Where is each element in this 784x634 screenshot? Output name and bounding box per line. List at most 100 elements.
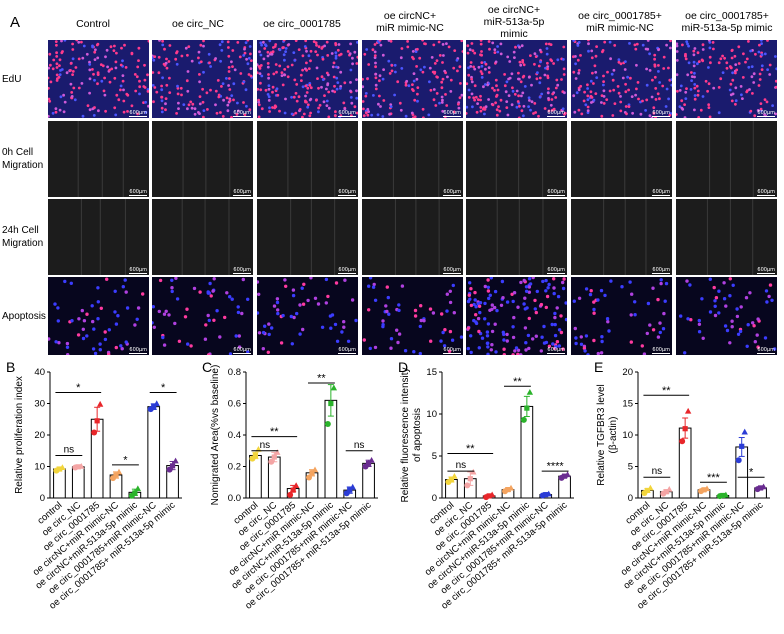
cell-nucleus: [138, 79, 141, 83]
cell-nucleus: [707, 40, 711, 42]
cell-nucleus: [662, 311, 666, 316]
cell-nucleus: [480, 50, 483, 53]
cell-nucleus: [483, 317, 487, 321]
cell-nucleus: [577, 88, 581, 92]
y-tick-label: 10: [34, 462, 45, 473]
cell-nucleus: [119, 344, 123, 348]
cell-nucleus: [520, 109, 524, 113]
cell-nucleus: [247, 56, 251, 60]
cell-nucleus: [670, 78, 672, 81]
cell-nucleus: [57, 341, 61, 345]
cell-nucleus: [108, 80, 112, 84]
cell-nucleus: [330, 313, 335, 317]
cell-nucleus: [353, 105, 357, 109]
cell-nucleus: [69, 82, 73, 86]
cell-nucleus: [658, 321, 662, 325]
cell-nucleus: [601, 49, 605, 52]
cell-nucleus: [334, 281, 339, 285]
cell-nucleus: [686, 317, 690, 321]
cell-nucleus: [670, 83, 672, 87]
data-point: [448, 476, 455, 483]
cell-nucleus: [431, 311, 436, 315]
cell-nucleus: [696, 62, 699, 66]
cell-nucleus: [143, 78, 147, 82]
cell-nucleus: [355, 111, 358, 115]
cell-nucleus: [757, 84, 761, 87]
cell-nucleus: [589, 94, 593, 98]
cell-nucleus: [579, 335, 583, 339]
micrograph-image: [676, 199, 777, 275]
cell-nucleus: [381, 77, 385, 81]
scale-bar: 600μm: [652, 110, 670, 117]
cell-nucleus: [474, 313, 478, 317]
cell-nucleus: [355, 89, 358, 93]
cell-nucleus: [273, 45, 277, 48]
cell-nucleus: [522, 114, 525, 118]
cell-nucleus: [278, 48, 282, 52]
cell-nucleus: [564, 317, 567, 322]
cell-nucleus: [576, 58, 580, 62]
cell-nucleus: [343, 81, 347, 85]
cell-nucleus: [216, 79, 220, 82]
cell-nucleus: [667, 66, 670, 70]
cell-nucleus: [268, 110, 271, 113]
cell-nucleus: [331, 89, 334, 93]
cell-nucleus: [211, 289, 215, 293]
cell-nucleus: [550, 322, 554, 327]
cell-nucleus: [77, 317, 81, 321]
cell-nucleus: [478, 301, 483, 305]
data-point: [330, 384, 338, 391]
cell-nucleus: [684, 97, 688, 100]
cell-nucleus: [418, 351, 422, 355]
cell-nucleus: [505, 106, 509, 109]
cell-nucleus: [378, 94, 381, 98]
cell-nucleus: [757, 50, 761, 54]
cell-nucleus: [102, 89, 106, 93]
cell-nucleus: [495, 93, 499, 97]
cell-nucleus: [302, 112, 306, 116]
cell-nucleus: [366, 113, 370, 117]
cell-nucleus: [510, 103, 514, 107]
cell-nucleus: [236, 101, 239, 105]
cell-nucleus: [152, 325, 156, 329]
y-tick-label: 20: [34, 430, 45, 441]
cell-nucleus: [645, 83, 649, 87]
cell-nucleus: [517, 71, 520, 75]
cell-nucleus: [628, 42, 631, 45]
cell-nucleus: [81, 114, 85, 118]
micrograph-mig24: 600μm: [676, 199, 777, 275]
cell-nucleus: [206, 108, 209, 111]
cell-nucleus: [460, 40, 463, 43]
cell-nucleus: [248, 108, 252, 112]
cell-nucleus: [228, 77, 231, 80]
cell-nucleus: [124, 340, 128, 344]
cell-nucleus: [97, 109, 100, 113]
cell-nucleus: [737, 45, 741, 49]
cell-nucleus: [144, 110, 148, 114]
cell-nucleus: [333, 90, 337, 94]
y-axis-label: Relative fluorescence intensityof apopto…: [400, 367, 423, 502]
cell-nucleus: [106, 65, 109, 69]
cell-nucleus: [316, 53, 319, 57]
cell-nucleus: [692, 53, 696, 57]
cell-nucleus: [407, 84, 411, 88]
cell-nucleus: [516, 352, 520, 355]
cell-nucleus: [457, 102, 460, 106]
micrograph-image: [48, 121, 149, 197]
cell-nucleus: [678, 105, 682, 108]
micrograph-background: [571, 199, 672, 275]
cell-nucleus: [634, 93, 637, 97]
cell-nucleus: [439, 339, 443, 343]
data-point: [722, 491, 730, 498]
cell-nucleus: [511, 299, 515, 304]
cell-nucleus: [629, 340, 633, 344]
cell-nucleus: [595, 45, 598, 48]
cell-nucleus: [48, 114, 50, 118]
cell-nucleus: [390, 64, 394, 67]
cell-nucleus: [77, 40, 81, 44]
cell-nucleus: [268, 40, 272, 43]
micrograph-image: [152, 199, 253, 275]
cell-nucleus: [389, 105, 393, 108]
cell-nucleus: [697, 60, 701, 63]
